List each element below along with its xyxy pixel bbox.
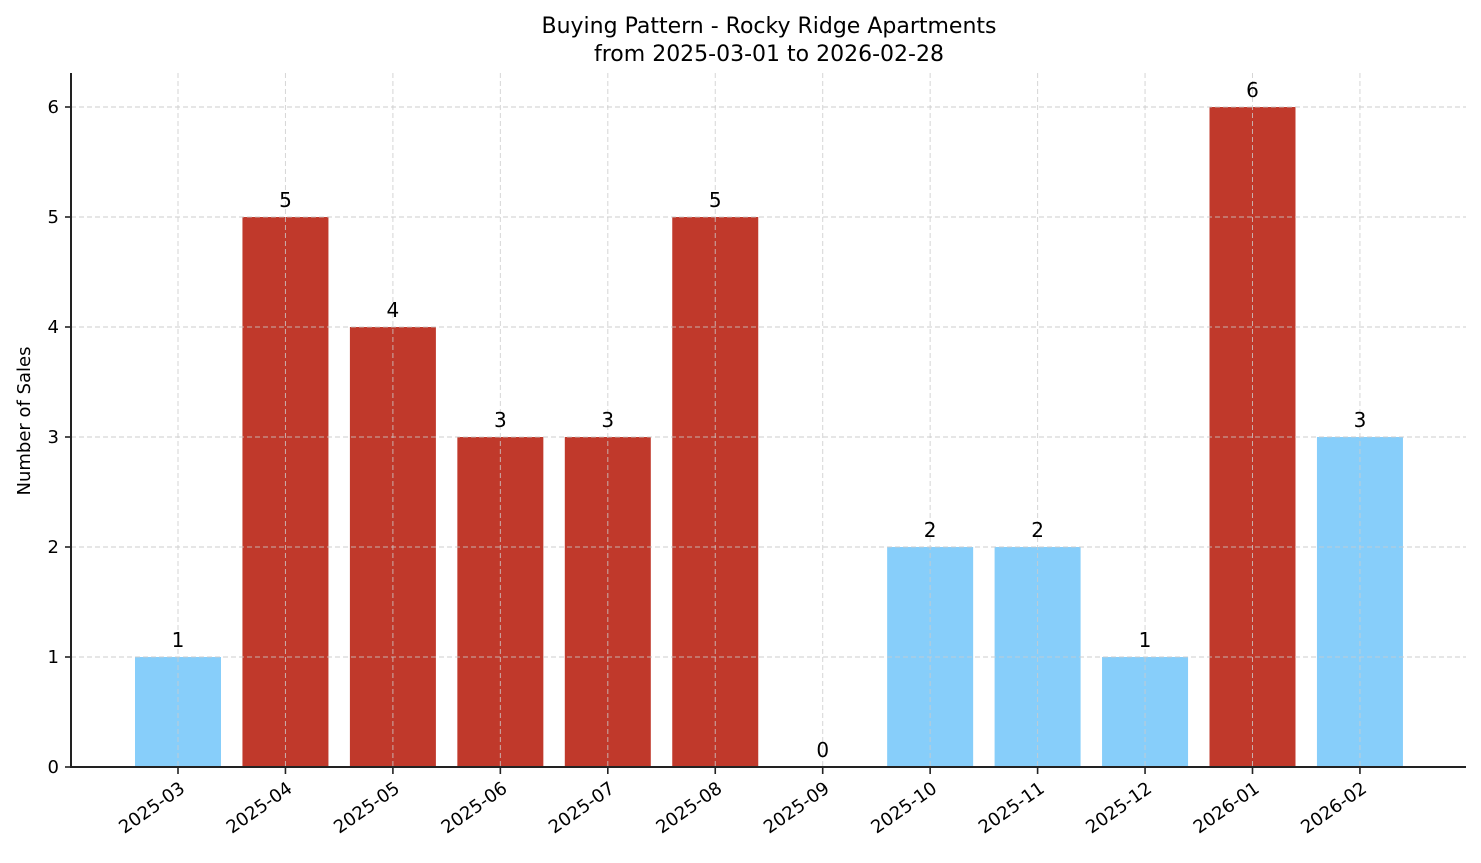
data-label: 2 [1031,518,1044,542]
data-label: 1 [1139,628,1152,652]
data-label: 6 [1246,78,1259,102]
chart-title: Buying Pattern - Rocky Ridge Apartments [542,14,997,39]
x-tick-label: 2026-02 [1297,778,1371,838]
y-tick-label: 2 [48,537,59,558]
data-label: 2 [924,518,937,542]
x-tick-label: 2026-01 [1190,778,1264,838]
x-tick-label: 2025-06 [438,778,512,838]
y-tick-label: 4 [48,317,59,338]
x-tick-label: 2025-12 [1082,778,1156,838]
labels: 1 5 4 3 3 5 0 2 2 1 6 3 [172,78,1367,762]
data-label: 5 [279,188,292,212]
y-tick-label: 1 [48,647,59,668]
x-tick-label: 2025-11 [975,778,1049,838]
chart-subtitle: from 2025-03-01 to 2026-02-28 [594,42,944,67]
x-tick-label: 2025-09 [760,778,834,838]
y-tick-label: 6 [48,97,59,118]
x-tick-label: 2025-05 [330,778,404,838]
data-label: 5 [709,188,722,212]
y-tick-label: 5 [48,207,59,228]
y-tick-label: 3 [48,427,59,448]
y-tick-label: 0 [48,757,59,778]
y-axis-label: Number of Sales [14,346,35,495]
data-label: 3 [601,408,614,432]
x-tick-label: 2025-07 [545,778,619,838]
data-label: 3 [1354,408,1367,432]
x-tick-label: 2025-04 [223,778,297,838]
x-tick-label: 2025-08 [652,778,726,838]
data-label: 1 [172,628,185,652]
x-tick-label: 2025-03 [115,778,189,838]
data-label: 4 [387,298,400,322]
data-label: 0 [816,738,829,762]
x-tick-label: 2025-10 [867,778,941,838]
data-label: 3 [494,408,507,432]
